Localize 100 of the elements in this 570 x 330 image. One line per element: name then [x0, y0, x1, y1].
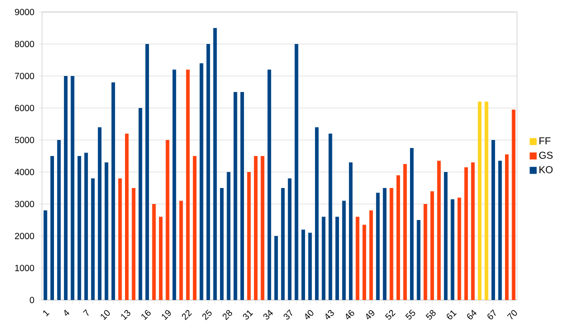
bar [206, 44, 210, 300]
bar [416, 220, 420, 300]
x-tick-label: 34 [263, 310, 273, 320]
legend-label: KO [539, 166, 553, 174]
bar [158, 216, 163, 300]
bar [424, 204, 428, 300]
bar [450, 199, 454, 300]
bar [288, 178, 292, 300]
bar [70, 76, 74, 300]
bar [348, 162, 353, 300]
x-tick-label: 7 [82, 309, 89, 316]
bar [396, 175, 400, 300]
x-tick-label: 1 [43, 310, 50, 316]
bar [98, 127, 102, 300]
bar [274, 236, 278, 300]
x-tick-label: 28 [222, 310, 232, 320]
x-tick-label: 67 [487, 309, 496, 320]
y-tick-label: 7000 [14, 72, 34, 80]
bar [328, 134, 332, 300]
x-tick-label: 10 [100, 310, 110, 320]
bar [260, 156, 264, 300]
bar [104, 162, 108, 300]
bar [186, 70, 190, 300]
x-tick-label: 40 [305, 310, 314, 320]
x-tick-label: 43 [326, 310, 334, 320]
bar [57, 140, 61, 300]
bar [294, 44, 298, 300]
bar [84, 152, 88, 300]
bar [213, 28, 217, 300]
bar [50, 156, 54, 300]
bar [268, 70, 272, 300]
bar [390, 188, 394, 300]
bar [376, 192, 380, 300]
bar [335, 216, 339, 300]
bar [179, 200, 183, 300]
bar [166, 140, 170, 300]
bar [172, 70, 176, 300]
bar [152, 204, 156, 300]
bar [138, 108, 142, 300]
x-tick-label: 4 [64, 310, 70, 316]
x-tick-label: 61 [446, 310, 457, 320]
x-tick-label: 49 [366, 310, 374, 320]
y-tick-label: 5000 [14, 136, 34, 144]
bar [301, 230, 306, 300]
bar [356, 216, 360, 300]
bar [226, 172, 230, 300]
y-tick-label: 2000 [14, 232, 34, 240]
bar [247, 172, 251, 300]
x-tick-label: 55 [405, 310, 416, 320]
x-tick-label: 16 [142, 310, 151, 320]
bar [342, 200, 346, 300]
bar [240, 92, 244, 300]
bar [403, 164, 407, 300]
bar [369, 210, 373, 300]
bar [111, 82, 116, 300]
bar [44, 210, 48, 300]
legend-label: GS [539, 152, 553, 159]
bar [410, 148, 414, 300]
bar [132, 188, 136, 300]
x-tick-label: 70 [506, 310, 517, 320]
bar [91, 178, 95, 300]
bar [478, 102, 482, 300]
y-tick-label: 4000 [14, 168, 34, 176]
x-tick-label: 25 [202, 310, 212, 320]
bar [505, 154, 509, 300]
bar [192, 156, 196, 300]
bar [234, 92, 238, 300]
x-tick-label: 31 [242, 310, 254, 320]
y-tick-label: 0 [30, 296, 34, 304]
y-tick-label: 3000 [14, 200, 34, 208]
y-tick-label: 8000 [14, 40, 34, 48]
bar [145, 44, 149, 300]
x-tick-label: 58 [426, 310, 436, 320]
bar [118, 178, 122, 300]
bar [484, 102, 488, 300]
bar [444, 172, 448, 300]
x-tick-label: 52 [385, 310, 396, 320]
bar [200, 63, 204, 300]
bar [458, 198, 462, 300]
bar [308, 232, 312, 300]
bar [220, 188, 224, 300]
bar [471, 162, 475, 300]
bar [315, 127, 319, 300]
y-tick-label: 9000 [14, 8, 34, 16]
bar [512, 110, 516, 300]
bar [64, 76, 68, 300]
bar [437, 160, 441, 300]
bar [498, 160, 502, 300]
x-tick-label: 13 [121, 310, 130, 320]
bar [78, 156, 82, 300]
bar [125, 134, 129, 300]
x-tick-label: 64 [467, 310, 477, 320]
x-tick-label: 46 [346, 310, 354, 320]
bar [464, 167, 468, 300]
bar [254, 156, 258, 300]
bar [430, 191, 434, 300]
legend-label: FF [539, 137, 550, 144]
x-tick-label: 37 [284, 309, 292, 320]
bar [322, 216, 326, 300]
y-tick-label: 1000 [15, 264, 34, 272]
